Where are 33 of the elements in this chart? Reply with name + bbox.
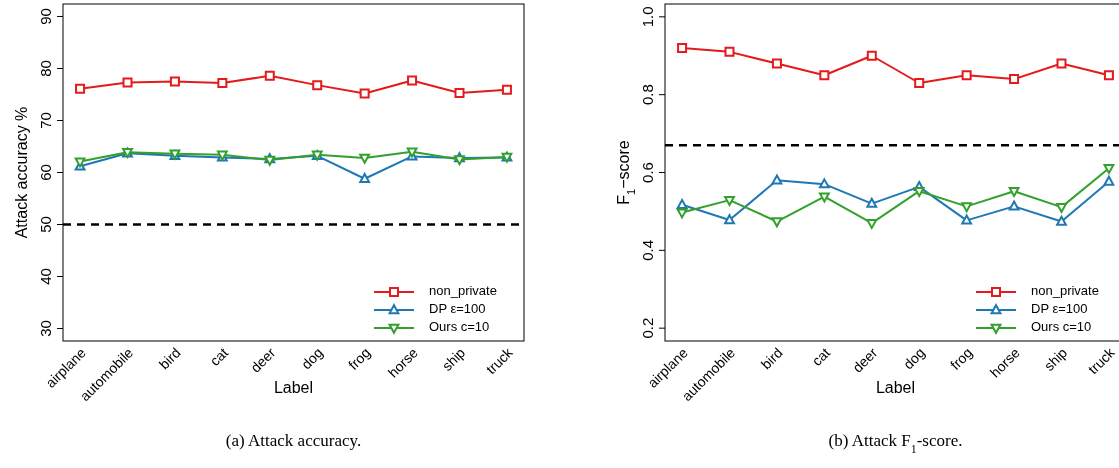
y-tick-label: 50 [37,216,54,233]
y-tick-label: 40 [37,268,54,285]
legend-label: DP ε=100 [1031,301,1088,317]
y-tick-label: 1.0 [639,6,656,28]
legend-label: non_private [1031,283,1099,299]
x-tick-label: dog [298,344,326,373]
text: (a) Attack accuracy. [225,431,362,450]
legend-label: non_private [429,283,497,299]
x-tick-label: bird [757,344,786,373]
text: (b) Attack F$_{1}$-score. [828,431,963,456]
y-axis-title: Attack accuracy % [13,106,30,239]
x-tick-label: frog [345,344,374,373]
x-tick-label: bird [155,344,184,373]
x-tick-label: dog [900,344,928,373]
x-tick-label: ship [438,344,469,374]
x-axis-title: Label [875,379,916,396]
legend-label: DP ε=100 [429,301,486,317]
y-tick-label: 0.6 [639,162,656,183]
legend-label: Ours c=10 [429,319,490,335]
y-tick-label: 70 [37,112,54,129]
y-tick-label: 60 [37,164,54,181]
y-tick-label: 80 [37,60,54,77]
y-tick-label: 0.4 [639,239,656,261]
y-tick-label: 30 [37,320,54,337]
x-tick-label: frog [947,344,976,373]
x-axis-title: Label [273,379,314,396]
y-tick-label: 0.8 [639,84,656,106]
legend-label: Ours c=10 [1031,319,1092,335]
x-tick-label: cat [206,344,232,369]
x-tick-label: ship [1040,344,1071,374]
y-tick-label: 0.2 [639,317,656,339]
y-tick-label: 90 [37,8,54,25]
x-tick-label: cat [808,344,834,369]
